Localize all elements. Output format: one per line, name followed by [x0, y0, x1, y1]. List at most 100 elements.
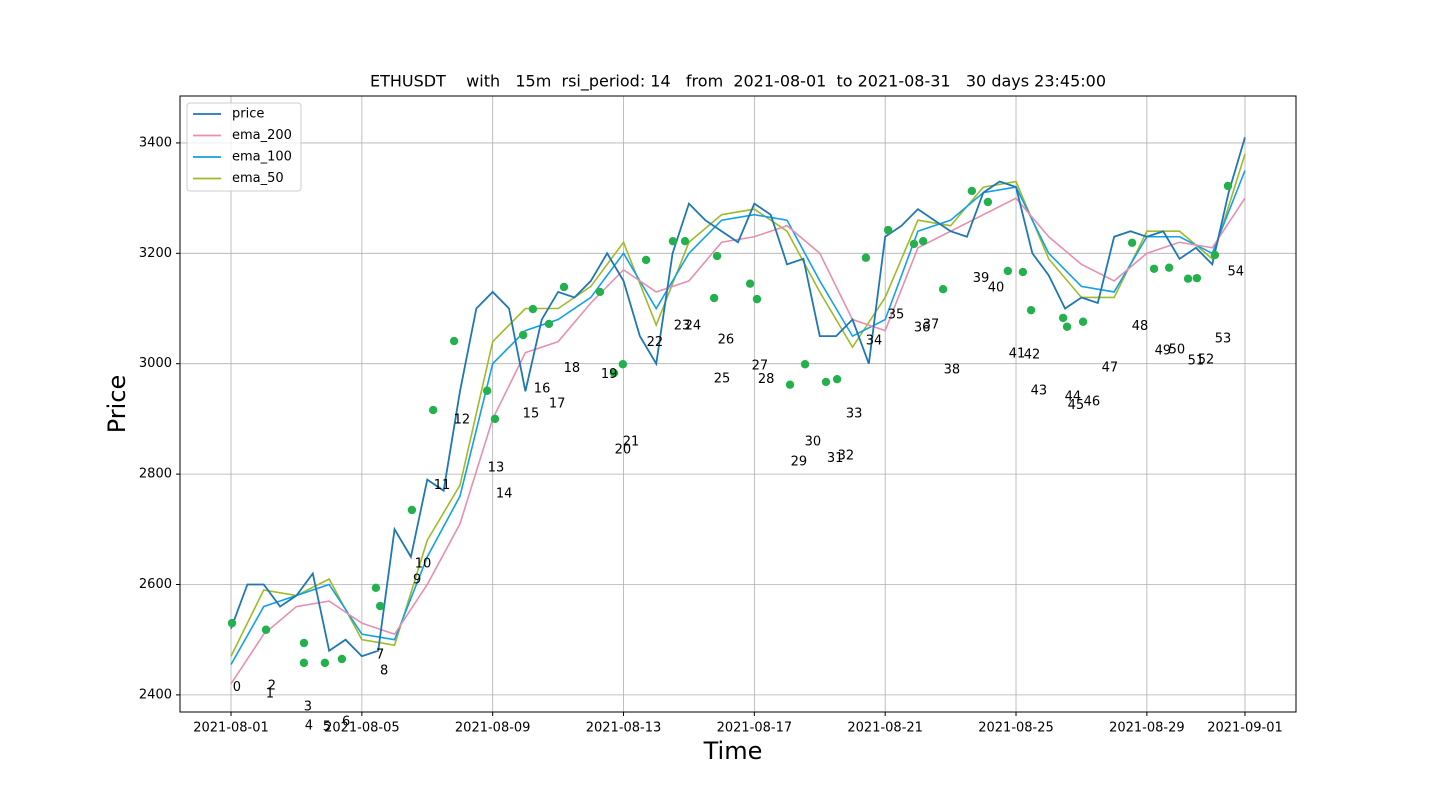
signal-point	[1183, 274, 1193, 283]
annotation: 34	[866, 334, 883, 349]
annotation: 5	[323, 719, 331, 734]
annotation: 38	[944, 362, 961, 377]
annotation: 20	[615, 442, 632, 457]
signal-point	[1127, 238, 1137, 248]
signal-point	[595, 287, 605, 297]
signal-point	[528, 304, 538, 314]
signal-point	[559, 282, 569, 292]
chart-title: ETHUSDT with 15m rsi_period: 14 from 202…	[370, 72, 1106, 92]
annotation: 0	[233, 680, 241, 695]
annotation: 51	[1188, 353, 1205, 368]
annotation: 14	[496, 486, 513, 501]
annotation: 25	[714, 372, 731, 387]
signal-point	[800, 360, 810, 369]
annotation: 50	[1169, 342, 1186, 357]
signal-point	[371, 583, 381, 593]
annotation: 1	[266, 686, 274, 701]
annotation: 16	[534, 382, 551, 397]
annotation: 47	[1102, 361, 1119, 376]
signal-point	[983, 197, 993, 207]
signal-point	[1026, 305, 1036, 315]
x-tick-label: 2021-08-01	[193, 721, 269, 736]
plot-area	[180, 96, 1296, 712]
signal-point	[641, 255, 651, 265]
x-tick-label: 2021-08-17	[717, 721, 793, 736]
line-ema-200	[230, 197, 1246, 685]
signal-point	[407, 505, 417, 515]
signal-point	[1078, 317, 1088, 326]
annotation: 3	[304, 700, 312, 715]
annotation: 29	[791, 454, 808, 469]
annotation: 53	[1215, 331, 1232, 346]
signal-point	[909, 239, 919, 249]
y-tick-label: 2400	[139, 687, 172, 702]
signal-point	[883, 225, 893, 235]
signal-point	[1192, 273, 1202, 283]
y-tick-label: 2600	[139, 577, 172, 592]
x-tick-label: 2021-09-01	[1207, 721, 1283, 736]
annotation: 44	[1065, 389, 1082, 404]
y-axis-label: Price	[103, 375, 131, 434]
legend-label: ema_200	[232, 128, 292, 143]
signal-point	[1003, 266, 1013, 276]
signal-point	[861, 253, 871, 262]
legend: price ema_200 ema_100 ema_50	[186, 102, 302, 192]
annotation: 49	[1155, 344, 1172, 359]
annotation: 18	[564, 361, 581, 376]
signal-point	[337, 654, 347, 664]
annotation: 10	[415, 557, 432, 572]
annotation: 13	[488, 461, 505, 476]
signal-point	[668, 236, 678, 246]
annotation: 30	[805, 435, 822, 450]
x-tick-label: 2021-08-13	[586, 721, 662, 736]
signal-point	[1210, 250, 1220, 260]
annotation: 2	[268, 679, 276, 694]
annotation: 21	[623, 435, 640, 450]
annotation: 7	[376, 648, 384, 663]
annotation: 43	[1031, 383, 1048, 398]
axes-frame	[179, 95, 1297, 713]
signal-point	[1149, 264, 1159, 273]
annotation: 45	[1068, 398, 1085, 413]
legend-box	[186, 102, 302, 192]
annotation: 40	[988, 281, 1005, 296]
annotation: 6	[342, 714, 350, 729]
annotation: 52	[1198, 352, 1215, 367]
annotation: 12	[454, 413, 471, 428]
signal-point	[918, 236, 928, 246]
annotation: 17	[549, 397, 566, 412]
signal-point	[745, 279, 755, 288]
legend-label: ema_100	[232, 150, 292, 165]
y-tick-label: 3200	[139, 246, 172, 261]
signal-point	[482, 386, 492, 395]
annotation: 33	[846, 406, 863, 421]
annotation: 31	[827, 451, 844, 466]
signal-point	[261, 625, 271, 634]
annotation: 39	[973, 271, 990, 286]
signal-point	[785, 380, 795, 389]
annotation: 27	[752, 358, 769, 373]
line-price	[230, 137, 1246, 658]
signal-point	[938, 284, 948, 294]
signal-point	[1062, 322, 1072, 331]
signal-point	[712, 251, 722, 261]
signal-point	[821, 377, 831, 387]
legend-label: price	[232, 107, 264, 122]
signal-point	[1018, 267, 1028, 277]
signal-point	[709, 293, 719, 303]
annotation: 28	[758, 372, 775, 387]
signal-point	[375, 601, 385, 611]
annotation: 46	[1084, 394, 1101, 409]
annotation: 48	[1132, 319, 1149, 334]
signal-point	[428, 405, 438, 415]
annotation: 32	[838, 448, 855, 463]
signal-point	[609, 368, 619, 378]
x-tick-label: 2021-08-25	[978, 721, 1054, 736]
legend-label: ema_50	[232, 171, 284, 186]
signal-point	[490, 414, 500, 424]
annotation: 24	[685, 319, 702, 334]
x-tick-label: 2021-08-09	[455, 721, 531, 736]
x-axis-label: Time	[703, 737, 763, 765]
x-tick-label: 2021-08-29	[1109, 721, 1185, 736]
